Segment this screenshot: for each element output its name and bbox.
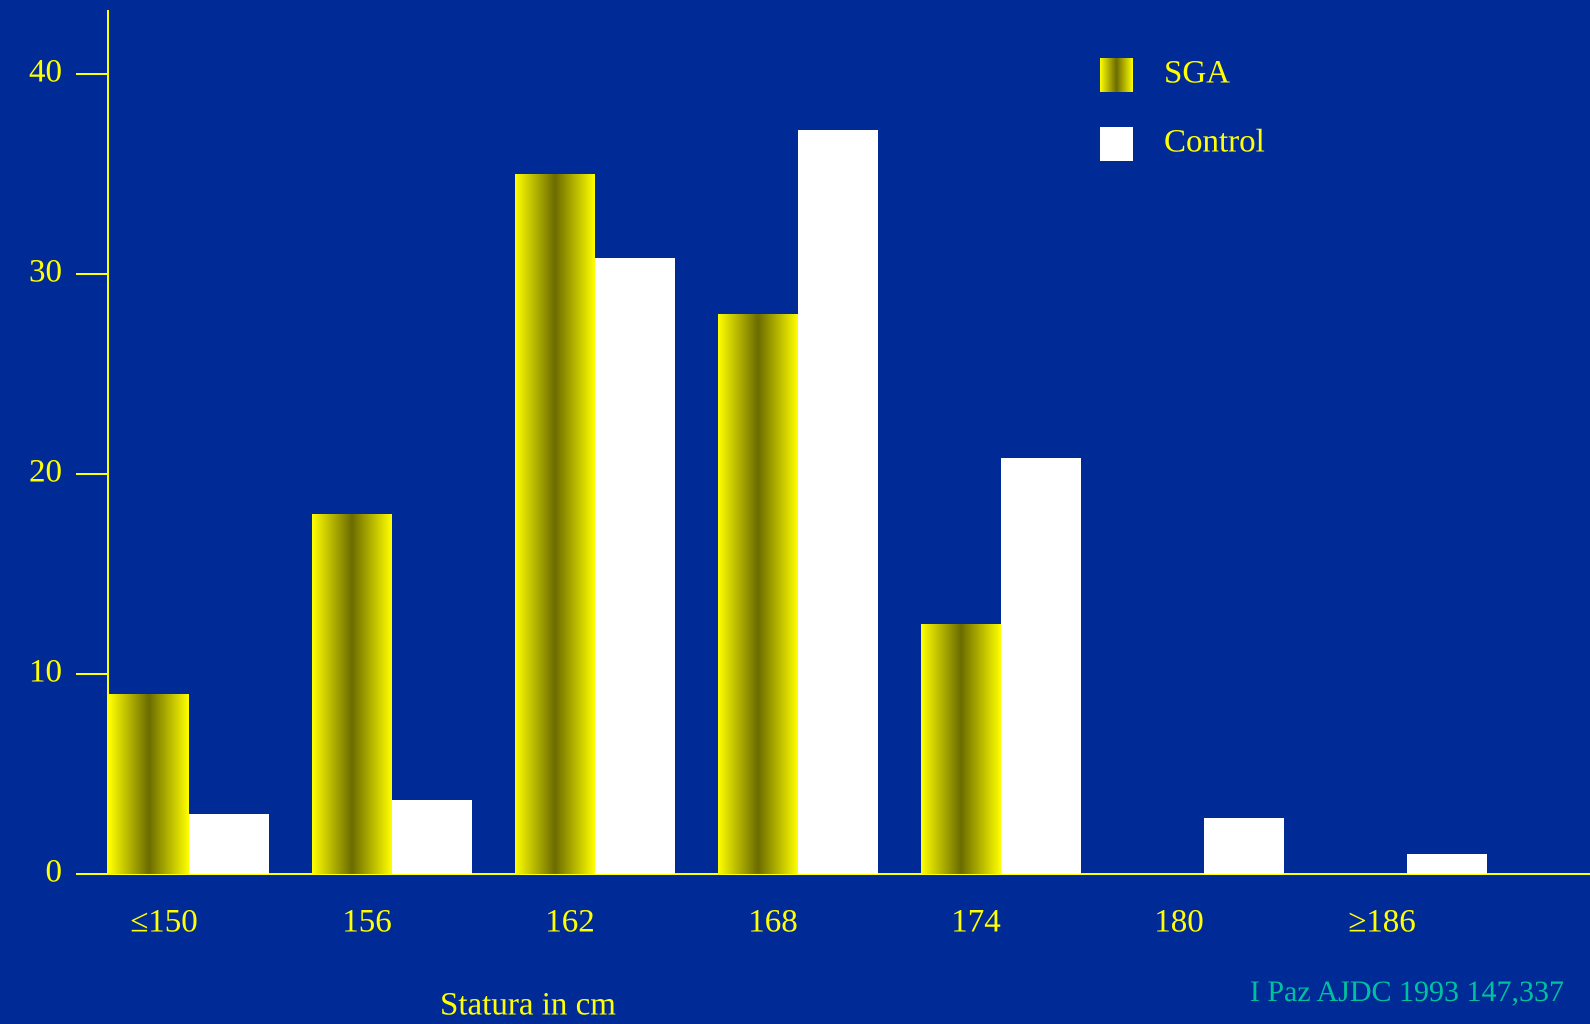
y-tick-label: 20 [29, 454, 62, 490]
bar [109, 694, 189, 874]
source-note: I Paz AJDC 1993 147,337 [1250, 975, 1564, 1008]
legend-label: SGA [1164, 55, 1230, 91]
x-tick-label: 156 [342, 904, 392, 940]
bar [189, 814, 269, 874]
x-tick-label: 180 [1154, 904, 1204, 940]
x-tick-label: ≤150 [130, 904, 198, 940]
bar [312, 514, 392, 874]
legend-swatch [1100, 127, 1133, 161]
bar [392, 800, 472, 874]
bar [718, 314, 798, 874]
bar [921, 624, 1001, 874]
bar [798, 130, 878, 874]
legend-label: Control [1164, 124, 1265, 160]
x-tick-label: ≥186 [1348, 904, 1416, 940]
y-tick-label: 10 [29, 654, 62, 690]
bar [1407, 854, 1487, 874]
x-axis-title: Statura in cm [440, 987, 616, 1023]
y-tick-label: 40 [29, 54, 62, 90]
bar [515, 174, 595, 874]
bar [1204, 818, 1284, 874]
bar [595, 258, 675, 874]
bar [1001, 458, 1081, 874]
y-tick-label: 30 [29, 254, 62, 290]
legend-swatch [1100, 58, 1133, 92]
x-tick-label: 174 [951, 904, 1001, 940]
x-tick-label: 168 [748, 904, 798, 940]
x-tick-label: 162 [545, 904, 595, 940]
y-tick-label: 0 [46, 854, 63, 890]
